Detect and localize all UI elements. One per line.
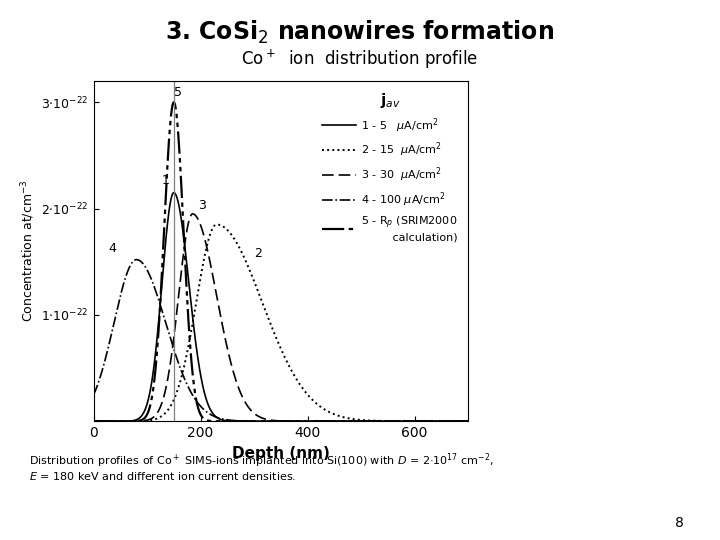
Legend: 1 - 5   $\mu$A/cm$^2$, 2 - 15  $\mu$A/cm$^2$, 3 - 30  $\mu$A/cm$^2$, 4 - 100 $\m: 1 - 5 $\mu$A/cm$^2$, 2 - 15 $\mu$A/cm$^2…: [318, 86, 462, 247]
Text: Co$^+$  ion  distribution profile: Co$^+$ ion distribution profile: [241, 48, 479, 71]
Text: $E$ = 180 keV and different ion current densities.: $E$ = 180 keV and different ion current …: [29, 470, 296, 482]
Text: 3. CoSi$_2$ nanowires formation: 3. CoSi$_2$ nanowires formation: [166, 19, 554, 46]
X-axis label: Depth (nm): Depth (nm): [232, 446, 330, 461]
Text: 4: 4: [108, 242, 116, 255]
Text: 3: 3: [199, 199, 207, 212]
Text: 8: 8: [675, 516, 684, 530]
Text: 5: 5: [174, 86, 181, 99]
Text: 1: 1: [162, 174, 169, 187]
Y-axis label: Concentration at/cm$^{-3}$: Concentration at/cm$^{-3}$: [19, 180, 37, 322]
Text: 2: 2: [254, 247, 262, 260]
Text: Distribution profiles of Co$^+$ SIMS-ions implanted into Si(100) with $D$ = 2·10: Distribution profiles of Co$^+$ SIMS-ion…: [29, 451, 494, 469]
